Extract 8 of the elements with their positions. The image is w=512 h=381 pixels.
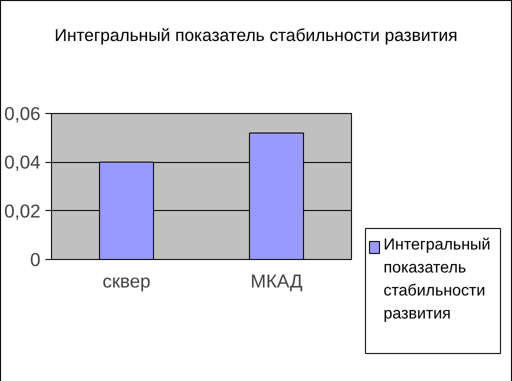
x-tick-label: МКАД (250, 270, 303, 292)
y-tick-label: 0,02 (4, 200, 40, 222)
y-tick-label: 0 (30, 248, 41, 270)
chart-title: Интегральный показатель стабильности развития (54, 24, 458, 47)
y-tick-label: 0,06 (4, 102, 40, 124)
legend-label: Интегральный показатель стабильности развития (384, 236, 490, 322)
y-tick-label: 0,04 (4, 151, 40, 172)
x-tick-label: сквер (102, 270, 150, 292)
